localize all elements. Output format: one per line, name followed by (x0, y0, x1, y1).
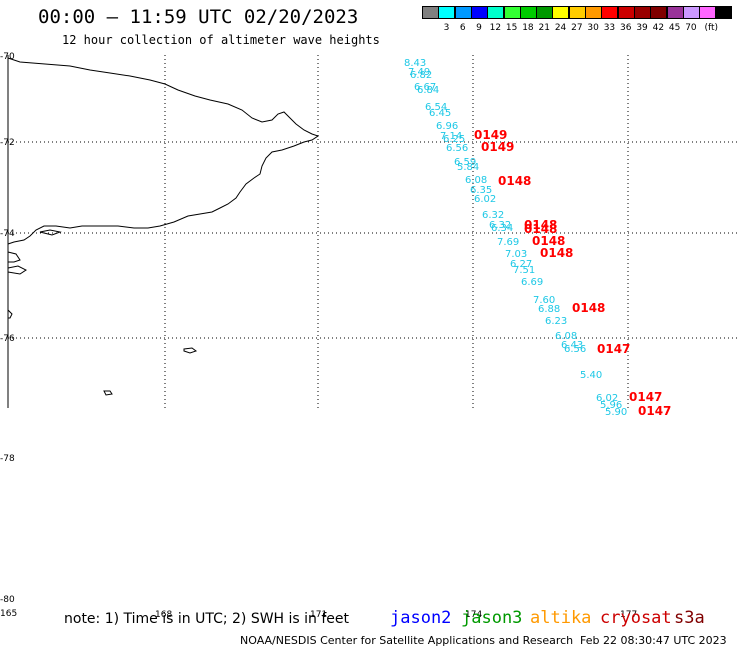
lat-axis-labels: -70 -72 -74 -76 -78 -80 (0, 52, 15, 605)
satellite-label-jason3: jason3 (461, 608, 523, 628)
colorbar-label: 39 (636, 23, 648, 33)
lon-label: 171 (310, 610, 327, 620)
wave-height: 6.96 (436, 121, 458, 132)
colorbar-swatch (715, 6, 733, 19)
wave-height: 5.96 (600, 400, 622, 411)
wave-height: 6.56 (446, 143, 468, 154)
colorbar-label: 27 (571, 23, 583, 33)
wave-height: 6.82 (410, 70, 432, 81)
colorbar-label: 9 (476, 23, 482, 33)
colorbar-label: 33 (603, 23, 616, 33)
colorbar-label: 21 (538, 23, 550, 33)
lat-label: -78 (0, 454, 15, 464)
map-subtitle: 12 hour collection of altimeter wave hei… (62, 33, 380, 47)
wave-height: 6.45 (429, 108, 451, 119)
wave-height: 6.56 (564, 344, 586, 355)
pass-label: 0147 (638, 404, 671, 418)
colorbar-label: 36 (620, 23, 632, 33)
pass-label: 0149 (481, 140, 514, 154)
wave-height: 7.49 (408, 67, 430, 78)
wave-height: 6.69 (521, 277, 543, 288)
satellite-label-jason2: jason2 (390, 608, 452, 628)
colorbar-label: 24 (554, 23, 567, 33)
pass-label: 0148 (498, 174, 531, 188)
wave-height: 6.84 (417, 85, 439, 96)
wave-height: 6.02 (474, 194, 496, 205)
colorbar-label: 6 (459, 23, 466, 33)
pass-labels: 0149 0149 0148 0148 0148 0148 0148 0148 … (474, 128, 671, 418)
map-title: 00:00 – 11:59 UTC 02/20/2023 (38, 6, 359, 28)
satellite-label-cryosat: cryosat (600, 608, 672, 628)
wave-height: 5.84 (457, 162, 479, 173)
lon-label: 177 (620, 610, 637, 620)
pass-label: 0149 (474, 128, 507, 142)
wave-height: 7.03 (505, 249, 527, 260)
wave-height: 8.43 (404, 58, 426, 69)
lon-axis-labels: 165 168 171 174 177 (0, 609, 637, 620)
pass-label: 0147 (629, 390, 662, 404)
footnote: note: 1) Time is in UTC; 2) SWH is in fe… (64, 611, 350, 627)
colorbar-unit: (ft) (704, 23, 719, 33)
colorbar-label: 42 (652, 23, 665, 33)
colorbar-label: 30 (587, 23, 599, 33)
wave-height: 6.43 (561, 340, 583, 351)
lat-label: -80 (0, 595, 15, 605)
wave-height: 6.02 (596, 393, 618, 404)
lat-label: -70 (0, 52, 15, 62)
lat-label: -76 (0, 334, 15, 344)
wave-height: 6.32 (482, 210, 504, 221)
pass-label: 0147 (597, 342, 630, 356)
colorbar-label: 15 (505, 23, 518, 33)
wave-height: 6.32 (489, 220, 511, 231)
graticule (8, 55, 740, 408)
coastline (7, 57, 320, 396)
lat-label: -72 (0, 138, 15, 148)
colorbar-label: 12 (489, 23, 502, 33)
wave-height: 6.34 (491, 223, 513, 234)
wave-height: 6.54 (425, 102, 447, 113)
satellite-label-altika: altika (530, 608, 592, 628)
wave-height: 6.25 (443, 134, 465, 145)
colorbar-label: 70 (685, 23, 697, 33)
wave-height: 6.88 (538, 304, 560, 315)
wave-height: 5.90 (605, 407, 627, 418)
wave-height: 5.40 (580, 370, 602, 381)
colorbar-label: 18 (522, 23, 534, 33)
wave-height: 7.60 (533, 295, 555, 306)
generated-timestamp: Feb 22 08:30:47 UTC 2023 (580, 634, 727, 647)
pass-label: 0148 (572, 301, 605, 315)
wave-height: 6.67 (414, 82, 436, 93)
lon-label: 168 (155, 610, 172, 620)
colorbar-label: 45 (668, 23, 681, 33)
wave-height-values: 8.43 7.49 6.82 6.67 6.84 6.54 6.45 6.96 … (404, 58, 627, 418)
lat-label: -74 (0, 229, 15, 239)
wave-height: 6.08 (465, 175, 487, 186)
wave-height: 7.69 (497, 237, 519, 248)
wave-height: 6.23 (545, 316, 567, 327)
pass-label: 0148 (524, 218, 557, 232)
pass-label: 0148 (540, 246, 573, 260)
lon-label: 165 (0, 609, 17, 619)
pass-label: 0148 (532, 234, 565, 248)
lon-label: 174 (465, 610, 482, 620)
colorbar-label: 3 (443, 23, 450, 33)
satellite-label-s3a: s3a (674, 608, 705, 628)
wave-height: 7.51 (513, 265, 535, 276)
credit-line: NOAA/NESDIS Center for Satellite Applica… (240, 634, 574, 647)
wave-height: 6.35 (470, 185, 492, 196)
pass-label: 0148 (524, 222, 557, 236)
wave-height: 6.27 (510, 259, 532, 270)
wave-height: 6.08 (555, 331, 577, 342)
wave-height: 6.59 (454, 157, 476, 168)
wave-height: 7.14 (440, 131, 462, 142)
